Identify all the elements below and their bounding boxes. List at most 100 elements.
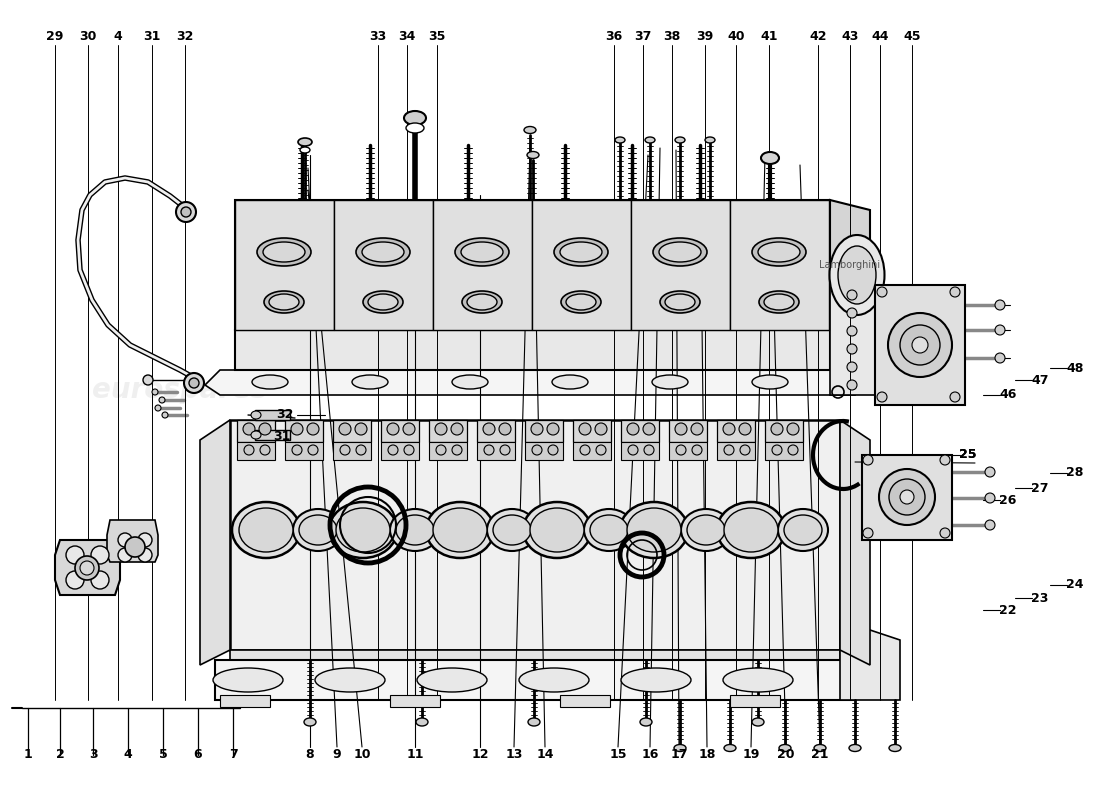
Ellipse shape <box>239 508 293 552</box>
Text: 37: 37 <box>635 30 651 43</box>
Bar <box>525 420 563 442</box>
Ellipse shape <box>681 509 732 551</box>
Text: eurospares: eurospares <box>412 566 587 594</box>
Text: 33: 33 <box>370 30 386 43</box>
Ellipse shape <box>675 137 685 143</box>
Bar <box>381 420 419 442</box>
Bar <box>285 420 323 442</box>
Circle shape <box>176 202 196 222</box>
Circle shape <box>66 571 84 589</box>
Ellipse shape <box>829 235 884 315</box>
Circle shape <box>531 423 543 435</box>
Bar <box>862 455 951 540</box>
Bar <box>669 442 707 460</box>
Text: 7: 7 <box>229 749 238 762</box>
Ellipse shape <box>396 515 435 545</box>
Bar <box>230 420 840 650</box>
Text: 11: 11 <box>406 749 424 762</box>
Text: 25: 25 <box>959 449 977 462</box>
Circle shape <box>160 397 165 403</box>
Ellipse shape <box>784 515 822 545</box>
Circle shape <box>786 423 799 435</box>
Ellipse shape <box>620 502 688 558</box>
Ellipse shape <box>566 294 596 310</box>
Ellipse shape <box>329 502 397 558</box>
Ellipse shape <box>257 238 311 266</box>
Circle shape <box>984 467 996 477</box>
Circle shape <box>996 353 1005 363</box>
Ellipse shape <box>461 242 503 262</box>
Circle shape <box>143 375 153 385</box>
Polygon shape <box>830 285 874 395</box>
Text: 32: 32 <box>276 409 294 422</box>
Ellipse shape <box>560 242 602 262</box>
Ellipse shape <box>433 508 487 552</box>
Ellipse shape <box>298 138 312 146</box>
Bar <box>433 200 532 330</box>
Circle shape <box>675 423 688 435</box>
Text: 36: 36 <box>605 30 623 43</box>
Bar <box>764 420 803 442</box>
Circle shape <box>628 445 638 455</box>
Circle shape <box>864 455 873 465</box>
Circle shape <box>547 423 559 435</box>
Text: 44: 44 <box>871 30 889 43</box>
Circle shape <box>292 445 302 455</box>
Text: 8: 8 <box>306 749 315 762</box>
Polygon shape <box>235 200 830 330</box>
Circle shape <box>340 445 350 455</box>
Circle shape <box>244 445 254 455</box>
Ellipse shape <box>764 294 794 310</box>
Text: 3: 3 <box>89 749 97 762</box>
Bar <box>235 200 334 330</box>
Bar <box>573 420 610 442</box>
Ellipse shape <box>554 238 608 266</box>
Bar <box>220 695 270 707</box>
Circle shape <box>155 405 161 411</box>
Bar <box>255 430 290 440</box>
Circle shape <box>308 445 318 455</box>
Circle shape <box>889 479 925 515</box>
Ellipse shape <box>530 508 584 552</box>
Text: 35: 35 <box>428 30 446 43</box>
Ellipse shape <box>752 718 764 726</box>
Bar <box>429 442 468 460</box>
Circle shape <box>80 561 94 575</box>
Circle shape <box>888 313 952 377</box>
Ellipse shape <box>270 294 299 310</box>
Ellipse shape <box>621 668 691 692</box>
Ellipse shape <box>849 745 861 751</box>
Circle shape <box>184 373 204 393</box>
Bar <box>525 442 563 460</box>
Circle shape <box>356 445 366 455</box>
Circle shape <box>138 533 152 547</box>
Circle shape <box>292 423 302 435</box>
Polygon shape <box>205 370 855 395</box>
Text: 22: 22 <box>999 603 1016 617</box>
Text: 46: 46 <box>999 389 1016 402</box>
Text: 24: 24 <box>1066 578 1083 591</box>
Circle shape <box>724 445 734 455</box>
Bar <box>477 420 515 442</box>
Circle shape <box>984 493 996 503</box>
Circle shape <box>500 445 510 455</box>
Circle shape <box>950 287 960 297</box>
Circle shape <box>138 548 152 562</box>
Ellipse shape <box>336 508 390 552</box>
Ellipse shape <box>674 745 686 751</box>
Ellipse shape <box>688 515 725 545</box>
Text: 39: 39 <box>696 30 714 43</box>
Circle shape <box>162 412 168 418</box>
Text: 14: 14 <box>537 749 553 762</box>
Text: 45: 45 <box>903 30 921 43</box>
Ellipse shape <box>889 745 901 751</box>
Bar <box>429 420 468 442</box>
Circle shape <box>189 378 199 388</box>
Circle shape <box>864 528 873 538</box>
Circle shape <box>483 423 495 435</box>
Circle shape <box>627 423 639 435</box>
Circle shape <box>243 423 255 435</box>
Ellipse shape <box>527 151 539 158</box>
Circle shape <box>900 490 914 504</box>
Ellipse shape <box>462 291 502 313</box>
